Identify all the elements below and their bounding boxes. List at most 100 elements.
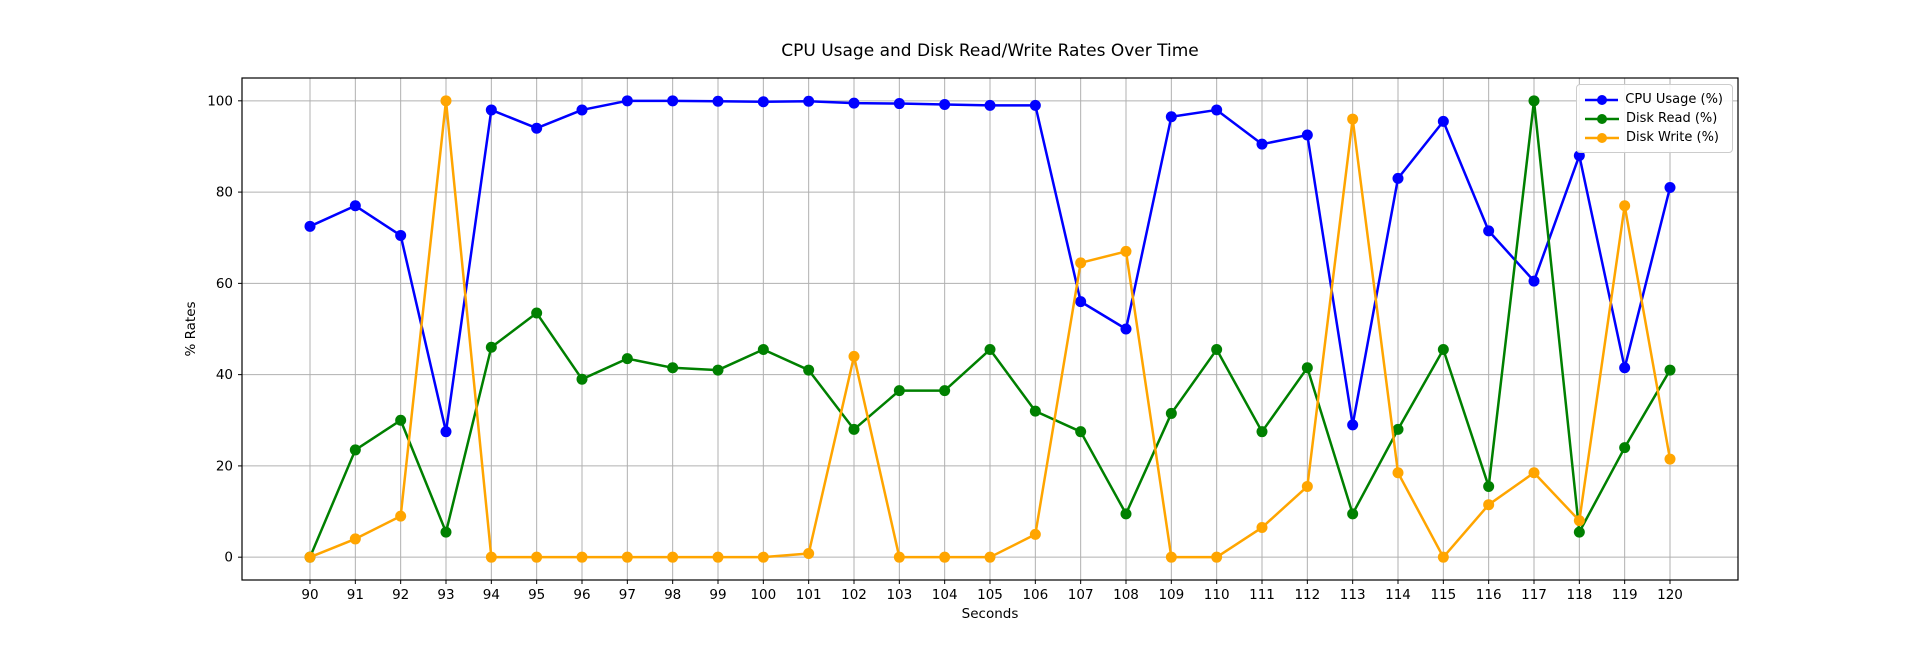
marker-cpu-usage xyxy=(576,104,588,116)
marker-cpu-usage xyxy=(1437,115,1449,127)
marker-disk-write xyxy=(304,551,316,563)
x-tick-label: 103 xyxy=(886,587,912,603)
marker-disk-write xyxy=(1619,200,1631,212)
x-axis-label: Seconds xyxy=(961,606,1019,622)
marker-disk-read xyxy=(1211,344,1223,356)
marker-disk-write xyxy=(803,548,815,560)
x-tick-label: 91 xyxy=(347,587,364,603)
marker-cpu-usage xyxy=(667,95,679,107)
x-tick-label: 110 xyxy=(1204,587,1230,603)
marker-disk-read xyxy=(531,307,543,319)
marker-disk-read xyxy=(712,364,724,376)
marker-disk-read xyxy=(1029,405,1041,417)
x-tick-label: 104 xyxy=(932,587,958,603)
marker-cpu-usage xyxy=(1619,362,1631,374)
marker-disk-read xyxy=(440,526,452,538)
marker-disk-write xyxy=(939,551,951,563)
marker-disk-write xyxy=(1392,467,1404,479)
x-tick-label: 90 xyxy=(301,587,318,603)
x-tick-label: 112 xyxy=(1294,587,1320,603)
marker-cpu-usage xyxy=(1211,104,1223,116)
plot-border xyxy=(241,77,1739,581)
marker-disk-read xyxy=(1483,480,1495,492)
x-tick-label: 96 xyxy=(573,587,590,603)
marker-cpu-usage xyxy=(304,220,316,232)
marker-cpu-usage xyxy=(1120,323,1132,335)
marker-disk-write xyxy=(1573,515,1585,527)
marker-cpu-usage xyxy=(621,95,633,107)
plot-area: 90 91 92 93 94 95 96 97 98 99 100 101 102 103 104 105 10… xyxy=(207,77,1739,603)
marker-cpu-usage xyxy=(485,104,497,116)
marker-disk-read xyxy=(848,423,860,435)
y-axis-label: % Rates xyxy=(183,301,199,357)
marker-cpu-usage xyxy=(1483,225,1495,237)
marker-disk-read xyxy=(1573,526,1585,538)
disk-read-line-icon xyxy=(1585,113,1619,124)
cpu-usage-line-icon xyxy=(1585,94,1619,105)
legend-label-disk-write: Disk Write (%) xyxy=(1626,130,1720,145)
marker-disk-write xyxy=(1483,499,1495,511)
marker-cpu-usage xyxy=(1347,419,1359,431)
marker-disk-read xyxy=(1120,508,1132,520)
marker-disk-read xyxy=(1075,426,1087,438)
legend: CPU Usage (%) Disk Read (%) Disk Write (… xyxy=(1576,84,1733,153)
marker-disk-read xyxy=(1392,423,1404,435)
marker-disk-write xyxy=(531,551,543,563)
marker-disk-write xyxy=(1165,551,1177,563)
marker-cpu-usage xyxy=(1256,138,1268,150)
marker-cpu-usage xyxy=(939,98,951,110)
y-tick-label: 20 xyxy=(216,458,233,474)
x-tick-label: 114 xyxy=(1385,587,1411,603)
marker-disk-write xyxy=(1347,113,1359,125)
legend-label-cpu-usage: CPU Usage (%) xyxy=(1625,92,1723,107)
marker-disk-write xyxy=(1256,522,1268,534)
marker-disk-write xyxy=(1528,467,1540,479)
x-tick-label: 115 xyxy=(1430,587,1456,603)
marker-cpu-usage xyxy=(1075,296,1087,308)
x-tick-label: 92 xyxy=(392,587,409,603)
legend-row-disk-read: Disk Read (%) xyxy=(1585,109,1723,128)
y-tick-label: 60 xyxy=(216,276,233,292)
x-tick-label: 100 xyxy=(750,587,776,603)
x-tick-label: 102 xyxy=(841,587,867,603)
marker-disk-read xyxy=(1256,426,1268,438)
x-tick-label: 109 xyxy=(1158,587,1184,603)
marker-disk-read xyxy=(1301,362,1313,374)
marker-cpu-usage xyxy=(440,426,452,438)
y-tick-label: 0 xyxy=(224,550,233,566)
marker-disk-write xyxy=(712,551,724,563)
marker-cpu-usage xyxy=(712,95,724,107)
marker-disk-read xyxy=(621,353,633,365)
marker-disk-read xyxy=(576,373,588,385)
marker-disk-read xyxy=(893,385,905,397)
x-tick-label: 95 xyxy=(528,587,545,603)
marker-disk-read xyxy=(984,344,996,356)
marker-cpu-usage xyxy=(1664,182,1676,194)
marker-cpu-usage xyxy=(395,229,407,241)
legend-label-disk-read: Disk Read (%) xyxy=(1626,111,1718,126)
marker-disk-read xyxy=(349,444,361,456)
x-tick-label: 99 xyxy=(709,587,726,603)
x-tick-label: 118 xyxy=(1566,587,1592,603)
marker-cpu-usage xyxy=(1165,111,1177,123)
marker-disk-read xyxy=(485,341,497,353)
legend-row-cpu-usage: CPU Usage (%) xyxy=(1585,90,1723,109)
marker-cpu-usage xyxy=(1029,99,1041,111)
marker-disk-read xyxy=(803,364,815,376)
marker-disk-read xyxy=(1165,407,1177,419)
x-tick-label: 98 xyxy=(664,587,681,603)
y-tick-label: 100 xyxy=(207,93,233,109)
x-tick-label: 107 xyxy=(1068,587,1094,603)
marker-disk-write xyxy=(1301,480,1313,492)
x-tick-label: 101 xyxy=(796,587,822,603)
x-tick-label: 97 xyxy=(619,587,636,603)
x-tick-label: 117 xyxy=(1521,587,1547,603)
marker-cpu-usage xyxy=(893,98,905,110)
marker-disk-read xyxy=(667,362,679,374)
x-tick-label: 94 xyxy=(483,587,500,603)
marker-disk-write xyxy=(757,551,769,563)
marker-cpu-usage xyxy=(984,99,996,111)
marker-disk-write xyxy=(1437,551,1449,563)
marker-disk-write xyxy=(667,551,679,563)
